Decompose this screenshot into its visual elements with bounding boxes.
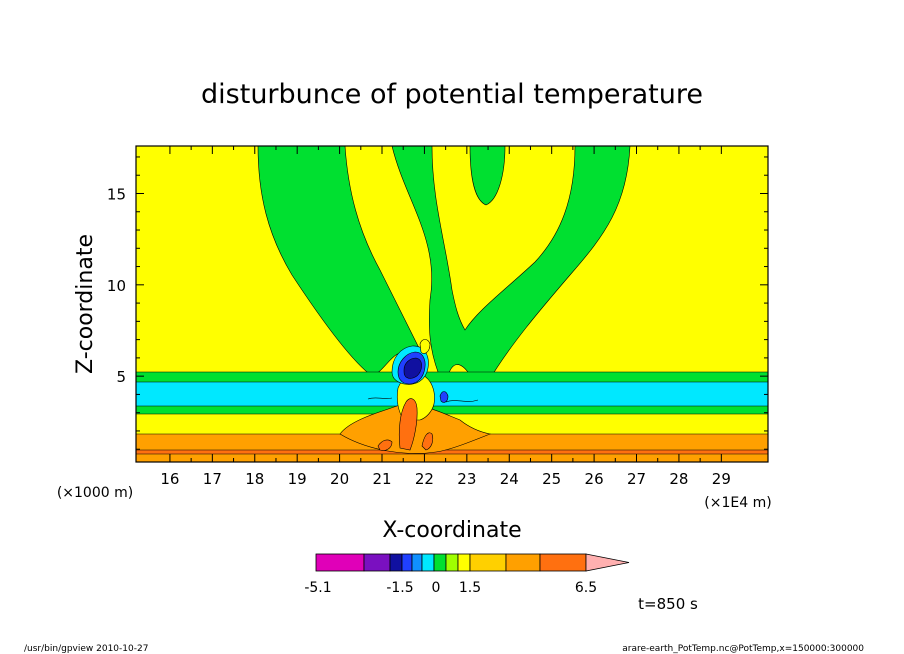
x-tick-label: 22 [415,470,434,488]
green-wave-right [445,399,479,403]
dark-orange-side-left [377,439,393,451]
x-tick-label: 25 [542,470,561,488]
colorbar-arrow [585,553,630,572]
colorbar-segment [505,553,541,572]
colorbar-label: -1.5 [386,580,413,596]
blue-lee-spot [439,391,449,403]
colorbar-segment [433,553,447,572]
colorbar-label: 1.5 [459,580,481,596]
x-tick-label: 16 [160,470,179,488]
x-tick-label: 17 [203,470,222,488]
colorbar-segment [469,553,507,572]
x-tick-label: 26 [585,470,604,488]
y-tick-label: 15 [107,185,126,203]
colorbar-segment [539,553,587,572]
y-tick-label: 5 [116,368,126,386]
x-axis: 16 17 18 19 20 21 22 23 24 25 26 27 28 29 [160,146,731,488]
x-tick-label: 18 [245,470,264,488]
colorbar-segment [401,553,413,572]
footer-left: /usr/bin/gpview 2010-10-27 [24,644,148,654]
colorbar-segment [411,553,423,572]
plot-area [135,145,769,463]
colorbar-label: 0 [432,580,441,596]
dark-orange-column [398,398,418,451]
dark-orange-side-right [421,432,434,451]
green-band-lower [136,406,768,414]
chart-title: disturbunce of potential temperature [201,79,703,110]
x-tick-label: 21 [372,470,391,488]
x-tick-label: 28 [669,470,688,488]
colorbar-segment [457,553,471,572]
x-axis-label: X-coordinate [382,518,521,543]
colorbar-segment [445,553,459,572]
colorbar-segment [315,553,365,572]
x-tick-label: 23 [457,470,476,488]
green-finger-top [469,145,506,206]
colorbar: -5.1 -1.5 0 1.5 6.5 [304,553,630,596]
green-band-upper [136,372,768,382]
navy-anomaly-core [403,357,422,379]
colorbar-segment [389,553,403,572]
x-unit-left: (×1000 m) [57,485,133,501]
y-axis-label: Z-coordinate [73,234,98,374]
time-label: t=850 s [638,595,698,613]
y-tick-label: 10 [107,277,126,295]
colorbar-segment [421,553,435,572]
x-tick-label: 19 [288,470,307,488]
y-axis: 5 10 15 [107,156,768,450]
cyan-band [136,382,768,406]
x-tick-label: 29 [712,470,731,488]
yellow-channel-upper [431,145,576,331]
x-unit-right: (×1E4 m) [704,495,771,511]
green-wave-left [367,397,393,400]
footer-right: arare-earth_PotTemp.nc@PotTemp,x=150000:… [622,644,864,654]
x-tick-label: 27 [627,470,646,488]
colorbar-label: 6.5 [575,580,597,596]
green-plume-left [257,145,421,377]
yellow-cap-spot [419,339,431,354]
x-tick-label: 20 [330,470,349,488]
colorbar-segment [363,553,391,572]
orange-surface-band [136,454,768,462]
plot-frame [135,145,769,463]
colorbar-label: -5.1 [304,580,331,596]
dark-orange-band [136,450,768,454]
x-tick-label: 24 [500,470,519,488]
